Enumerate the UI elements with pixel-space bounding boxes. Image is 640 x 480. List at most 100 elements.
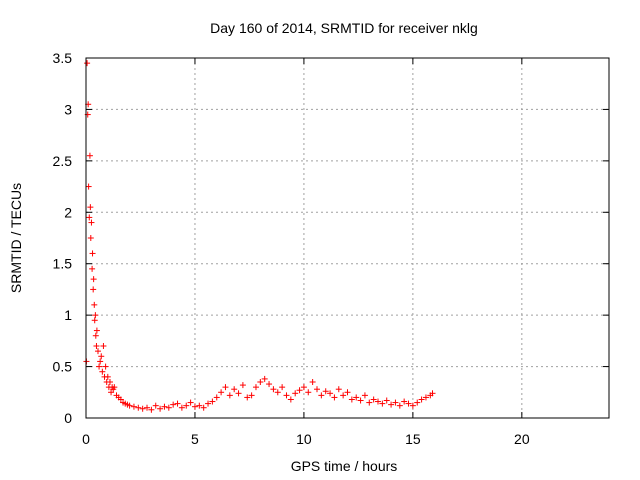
data-point: [174, 400, 181, 407]
data-point: [261, 375, 268, 382]
data-point: [99, 368, 106, 375]
data-point: [405, 400, 412, 407]
data-point: [84, 60, 91, 67]
data-point: [93, 327, 100, 334]
y-tick-label: 1.5: [53, 256, 73, 272]
data-point: [92, 312, 99, 319]
data-point: [357, 397, 364, 404]
axis-ticks: [85, 57, 609, 419]
data-point: [279, 384, 286, 391]
data-point: [292, 390, 299, 397]
y-tick-label: 2: [64, 204, 72, 220]
data-point: [98, 353, 105, 360]
data-point: [366, 399, 373, 406]
data-point: [222, 384, 229, 391]
data-point: [414, 399, 421, 406]
data-point: [205, 400, 212, 407]
data-point: [270, 386, 277, 393]
data-point: [108, 389, 115, 396]
data-point: [88, 219, 95, 226]
grid: [86, 58, 609, 418]
data-point: [300, 384, 307, 391]
data-point: [252, 384, 259, 391]
data-point: [94, 348, 101, 355]
data-point: [97, 358, 104, 365]
data-point: [239, 382, 246, 389]
x-tick-label: 15: [405, 431, 421, 447]
data-point: [409, 402, 416, 409]
data-point: [331, 394, 338, 401]
data-point: [309, 379, 316, 385]
tick-labels: 0 5 10 15 20 0 0.5 1 1.5 2 2.5 3 3.5: [53, 50, 530, 447]
data-point: [85, 183, 92, 190]
data-point: [257, 379, 264, 385]
data-point: [361, 392, 368, 399]
data-point: [183, 402, 190, 409]
y-axis-label: SRMTID / TECUs: [8, 183, 24, 293]
data-point: [165, 404, 172, 411]
y-tick-label: 0: [64, 410, 72, 426]
data-point: [178, 404, 185, 411]
data-point: [102, 363, 109, 370]
data-point: [100, 343, 107, 349]
x-tick-label: 5: [191, 431, 199, 447]
data-point: [187, 399, 194, 406]
data-point: [429, 390, 436, 397]
data-point: [375, 398, 382, 405]
data-point: [87, 204, 94, 211]
data-point: [93, 343, 100, 349]
data-point: [353, 394, 360, 401]
data-point: [248, 392, 255, 399]
data-point: [274, 389, 281, 396]
data-point: [87, 235, 94, 241]
data-point: [340, 392, 347, 399]
data-point: [392, 399, 399, 406]
data-point: [86, 214, 93, 221]
data-point: [418, 396, 425, 403]
data-point: [92, 332, 99, 339]
data-point: [422, 394, 429, 401]
data-point: [396, 402, 403, 409]
data-point: [91, 301, 98, 308]
data-point: [209, 398, 216, 405]
data-point: [322, 388, 329, 395]
data-point: [388, 401, 395, 408]
data-point: [335, 386, 342, 393]
data-point: [318, 392, 325, 399]
data-point: [305, 389, 312, 396]
data-point: [170, 401, 177, 408]
plot-frame: [85, 57, 610, 419]
data-point: [152, 402, 159, 409]
data-point: [200, 404, 207, 411]
data-point: [90, 286, 97, 293]
x-axis-label: GPS time / hours: [291, 458, 398, 474]
data-point: [117, 396, 124, 403]
data-point: [327, 390, 334, 397]
y-tick-label: 2.5: [53, 153, 73, 169]
data-point: [266, 381, 273, 388]
y-tick-label: 0.5: [53, 359, 73, 375]
data-point: [157, 405, 164, 412]
data-point: [401, 398, 408, 405]
y-tick-label: 3.5: [53, 50, 73, 66]
data-point: [296, 387, 303, 394]
data-point: [344, 389, 351, 396]
chart-title: Day 160 of 2014, SRMTID for receiver nkl…: [210, 20, 478, 36]
data-point: [104, 373, 111, 380]
data-point: [191, 403, 198, 410]
data-point: [139, 405, 146, 412]
data-point: [235, 390, 242, 397]
data-point: [218, 389, 225, 396]
data-point: [348, 396, 355, 403]
data-point: [283, 392, 290, 399]
data-point: [96, 363, 103, 370]
data-point: [161, 403, 168, 410]
x-tick-label: 0: [82, 431, 90, 447]
data-points: [83, 60, 436, 413]
data-point: [90, 276, 97, 283]
data-point: [313, 386, 320, 393]
data-point: [231, 386, 238, 393]
data-point: [370, 396, 377, 403]
data-point: [383, 397, 390, 404]
